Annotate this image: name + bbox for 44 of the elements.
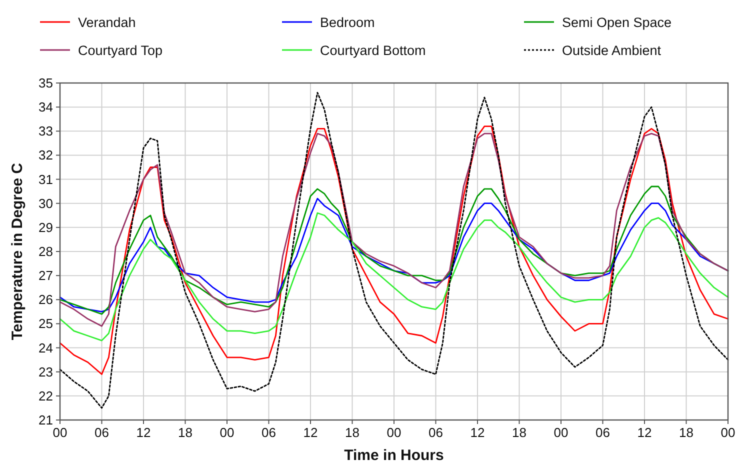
x-tick-label: 18	[345, 425, 360, 440]
y-tick-label: 31	[38, 172, 53, 187]
y-tick-label: 34	[38, 100, 53, 115]
y-tick-label: 22	[38, 388, 53, 404]
x-tick-label: 00	[720, 425, 736, 440]
x-tick-label: 06	[94, 425, 109, 440]
y-tick-label: 26	[38, 292, 53, 308]
x-tick-label: 00	[554, 425, 568, 440]
x-tick-label: 12	[470, 425, 485, 440]
y-tick-label: 30	[38, 196, 53, 211]
line-series	[59, 126, 729, 375]
x-tick-label: 12	[136, 425, 151, 440]
x-tick-label: 06	[596, 425, 610, 440]
legend-label: Outside Ambient	[562, 43, 662, 58]
line-series	[59, 212, 729, 342]
legend-label: Bedroom	[320, 15, 375, 30]
y-tick-label: 28	[38, 244, 53, 259]
x-tick-label: 18	[512, 425, 526, 440]
y-tick-label: 21	[38, 412, 53, 428]
y-tick-label: 25	[38, 316, 53, 332]
x-tick-label: 06	[428, 425, 443, 440]
x-axis-title: Time in Hours	[344, 447, 444, 464]
legend-label: Semi Open Space	[562, 15, 672, 30]
x-tick-label: 18	[679, 425, 694, 440]
y-tick-label: 32	[38, 148, 53, 163]
x-tick-label: 00	[52, 425, 68, 440]
x-tick-label: 12	[637, 425, 652, 440]
legend-label: Courtyard Top	[78, 43, 163, 58]
y-tick-label: 29	[38, 220, 53, 235]
x-tick-label: 12	[303, 425, 318, 440]
x-tick-label: 06	[262, 425, 276, 440]
y-axis-title: Temperature in Degree C	[9, 162, 26, 340]
y-tick-label: 33	[38, 124, 53, 139]
line-series	[59, 132, 729, 327]
y-tick-label: 27	[38, 268, 53, 284]
x-tick-label: 00	[386, 425, 402, 440]
legend-label: Verandah	[78, 15, 136, 30]
y-tick-label: 35	[38, 76, 53, 90]
x-tick-label: 18	[178, 425, 192, 440]
y-tick-label: 24	[38, 340, 53, 356]
y-tick-label: 23	[38, 364, 53, 380]
legend-label: Courtyard Bottom	[320, 43, 426, 58]
line-series	[59, 92, 729, 409]
x-tick-label: 00	[220, 425, 234, 440]
